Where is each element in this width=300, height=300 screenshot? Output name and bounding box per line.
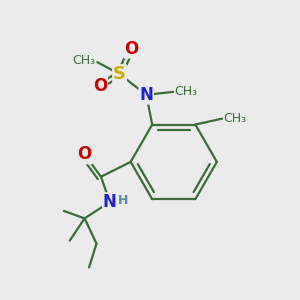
Text: CH₃: CH₃: [73, 54, 96, 67]
Text: CH₃: CH₃: [175, 85, 198, 98]
Text: CH₃: CH₃: [224, 112, 247, 125]
Text: O: O: [93, 77, 107, 95]
Text: N: N: [103, 193, 117, 211]
Text: N: N: [139, 86, 153, 104]
Text: O: O: [124, 40, 139, 58]
Text: S: S: [113, 65, 126, 83]
Text: H: H: [118, 194, 128, 207]
Text: O: O: [77, 146, 92, 164]
